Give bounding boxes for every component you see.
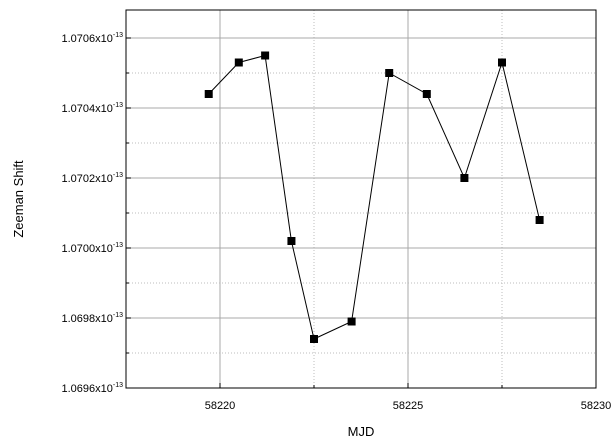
x-tick-label: 58225 [393,400,424,412]
y-axis-title: Zeeman Shift [11,160,26,238]
data-point [422,90,431,98]
y-tick-label: 1.0696x10-13 [61,382,123,395]
y-axis-ticks: 1.0696x10-13 1.0698x10-13 1.0700x10-13 1.07… [61,32,131,395]
plot-frame [125,9,597,389]
y-tick-label: 1.0700x10-13 [61,242,123,255]
x-axis-title: MJD [348,424,375,439]
data-point [204,90,213,98]
data-point [385,69,394,77]
data-point [261,51,270,60]
data-point [287,237,296,245]
data-point [310,335,318,343]
y-tick-label: 1.0702x10-13 [61,172,123,185]
grid-lines [126,10,596,388]
x-axis-ticks: 58220 58225 58230 [205,383,611,412]
data-point [460,174,469,182]
y-tick-label: 1.0706x10-13 [61,32,123,45]
x-tick-label: 58230 [581,400,611,412]
data-point [498,58,506,67]
data-point [535,216,544,224]
series-group [204,51,544,343]
y-tick-label: 1.0698x10-13 [61,312,123,325]
plot-background [126,10,596,388]
data-point [234,58,243,67]
y-tick-label: 1.0704x10-13 [61,102,123,115]
x-tick-label: 58220 [205,400,236,412]
data-point [347,317,356,326]
